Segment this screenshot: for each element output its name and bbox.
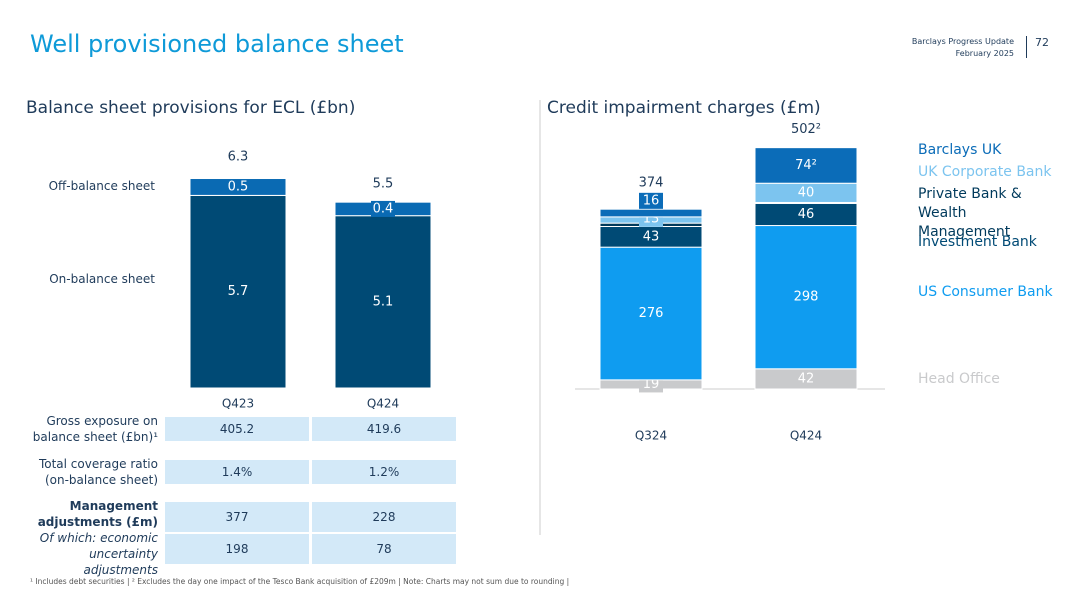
value-label: 43: [643, 229, 660, 244]
table-cell: 228: [312, 502, 456, 532]
row-label: Total coverage ratio (on-balance sheet): [38, 457, 158, 487]
legend-entry: UK Corporate Bank: [918, 164, 1052, 180]
label-box: [639, 192, 663, 209]
legend-entry: US Consumer Bank: [918, 284, 1053, 300]
footnote: ¹ Includes debt securities | ² Excludes …: [30, 577, 570, 586]
bar-segment: [754, 147, 858, 184]
value-label: 0.4: [373, 201, 394, 216]
bar-segment: [599, 246, 703, 381]
table-cell: 198: [165, 534, 309, 564]
total-label: 502²: [791, 122, 821, 137]
table-cell: 377: [165, 502, 309, 532]
row-label: Management adjustments (£m): [37, 499, 158, 529]
x-tick-label: Q424: [790, 429, 822, 443]
report-date: February 2025: [955, 49, 1014, 58]
bar-segment: [334, 215, 432, 389]
legend-entry: Head Office: [918, 371, 1000, 387]
value-label: 5.1: [373, 294, 394, 309]
bar-segment: [189, 178, 287, 196]
value-label: 16: [643, 193, 660, 208]
chart-title: Credit impairment charges (£m): [547, 98, 821, 118]
report-name: Barclays Progress Update: [911, 37, 1014, 46]
label-box: [639, 376, 663, 393]
value-label: 298: [794, 290, 819, 305]
row-label: Gross exposure on balance sheet (£bn)¹: [32, 414, 158, 444]
row-label: Of which: economic uncertainty adjustmen…: [39, 531, 158, 577]
chart-title: Balance sheet provisions for ECL (£bn): [26, 98, 356, 118]
report-info: Barclays Progress Update February 2025: [912, 36, 1014, 60]
value-label: 5.7: [228, 284, 249, 299]
table-cell: 1.2%: [312, 460, 456, 484]
table-cell: 405.2: [165, 417, 309, 441]
total-label: 6.3: [228, 150, 249, 165]
slide-title: Well provisioned balance sheet: [30, 30, 404, 58]
legend-entry: Private Bank & Wealth Management: [918, 186, 1022, 240]
x-tick-label: Q423: [222, 397, 254, 411]
table-cell: 419.6: [312, 417, 456, 441]
value-label: 276: [639, 306, 664, 321]
total-label: 5.5: [373, 177, 394, 192]
bar-segment: [754, 225, 858, 370]
table-cell: 78: [312, 534, 456, 564]
series-label: On-balance sheet: [49, 271, 155, 286]
value-label: 46: [798, 207, 815, 222]
x-tick-label: Q324: [635, 429, 667, 443]
legend-entry: Investment Bank: [918, 234, 1037, 250]
x-tick-label: Q424: [367, 397, 399, 411]
total-label: 374: [639, 175, 664, 190]
value-label: 19: [643, 377, 660, 392]
value-label: 0.5: [228, 179, 249, 194]
value-label: 74²: [795, 158, 817, 173]
bar-segment: [599, 208, 703, 218]
value-label: 40: [798, 185, 815, 200]
label-box: [371, 200, 395, 217]
table-cell: 1.4%: [165, 460, 309, 484]
value-label: 42: [798, 371, 815, 386]
series-label: Off-balance sheet: [48, 178, 155, 193]
legend-entry: Barclays UK: [918, 142, 1002, 158]
page-number: 72: [1026, 36, 1049, 58]
bar-segment: [189, 194, 287, 389]
